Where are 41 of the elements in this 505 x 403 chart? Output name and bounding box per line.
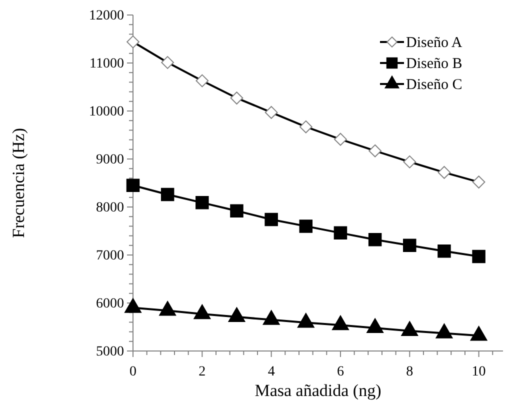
- legend-label: Diseño B: [406, 56, 462, 72]
- y-tick-label: 6000: [96, 296, 124, 312]
- point: [264, 212, 278, 226]
- point: [230, 204, 244, 218]
- y-tick-label: 9000: [96, 152, 124, 168]
- point: [159, 300, 176, 316]
- point: [470, 326, 488, 341]
- legend-label: Diseño A: [406, 35, 462, 51]
- point: [124, 298, 142, 313]
- y-tick-label: 11000: [90, 56, 124, 72]
- x-axis-title: Masa añadida (ng): [254, 381, 382, 400]
- x-tick-label: 2: [198, 364, 206, 380]
- point: [228, 307, 246, 322]
- legend-label: Diseño C: [406, 77, 462, 93]
- point: [472, 250, 486, 264]
- point: [160, 188, 174, 202]
- point: [297, 312, 314, 328]
- x-tick-label: 6: [336, 364, 344, 380]
- point: [299, 220, 313, 233]
- point: [194, 304, 211, 320]
- x-tick-label: 0: [130, 364, 136, 380]
- point: [368, 233, 382, 246]
- point: [334, 226, 348, 240]
- x-tick-label: 4: [268, 364, 275, 380]
- y-tick-label: 7000: [96, 248, 124, 264]
- point: [438, 244, 451, 258]
- x-tick-label: 8: [406, 364, 414, 380]
- point: [126, 178, 140, 192]
- x-tick-label: 10: [472, 364, 486, 380]
- y-tick-label: 5000: [96, 344, 124, 360]
- point: [401, 321, 418, 336]
- y-tick-label: 12000: [89, 8, 124, 24]
- point: [196, 196, 209, 210]
- point: [366, 318, 384, 334]
- y-tick-label: 10000: [89, 104, 124, 120]
- point: [403, 238, 416, 252]
- point: [262, 310, 280, 325]
- y-axis-title: Frecuencia (Hz): [9, 128, 28, 238]
- y-tick-label: 8000: [96, 200, 124, 216]
- point: [436, 324, 453, 338]
- point: [332, 315, 349, 330]
